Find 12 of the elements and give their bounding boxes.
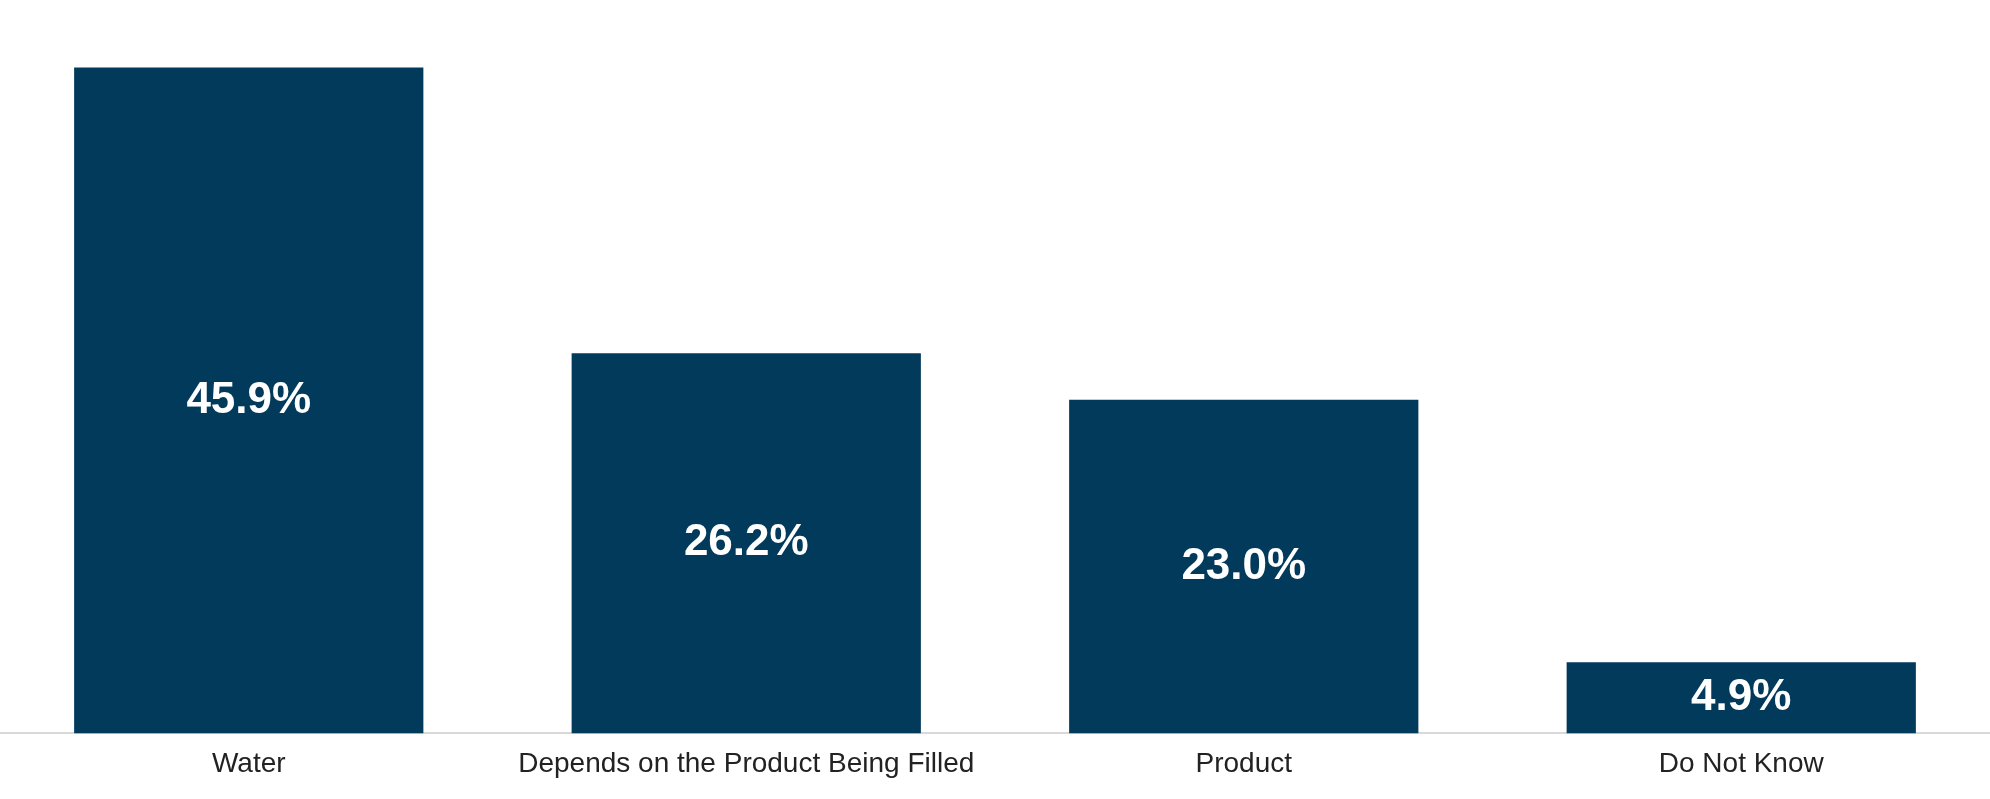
x-tick-label: Do Not Know: [1658, 746, 1825, 778]
bar: [1566, 662, 1916, 734]
x-tick-label: Product: [1195, 746, 1293, 778]
data-label: 26.2%: [683, 515, 809, 565]
data-label: 4.9%: [1691, 670, 1792, 719]
bar: [74, 67, 424, 734]
x-tick-label: Water: [211, 746, 286, 778]
data-label: 23.0%: [1181, 538, 1307, 588]
bar: [571, 353, 921, 734]
bar: [1069, 399, 1419, 734]
data-label: 45.9%: [186, 372, 312, 422]
x-tick-label: Depends on the Product Being Filled: [518, 746, 975, 778]
